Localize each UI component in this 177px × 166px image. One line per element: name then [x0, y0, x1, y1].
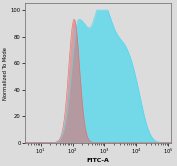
X-axis label: FITC-A: FITC-A: [87, 158, 109, 163]
Y-axis label: Normalized To Mode: Normalized To Mode: [4, 47, 8, 100]
